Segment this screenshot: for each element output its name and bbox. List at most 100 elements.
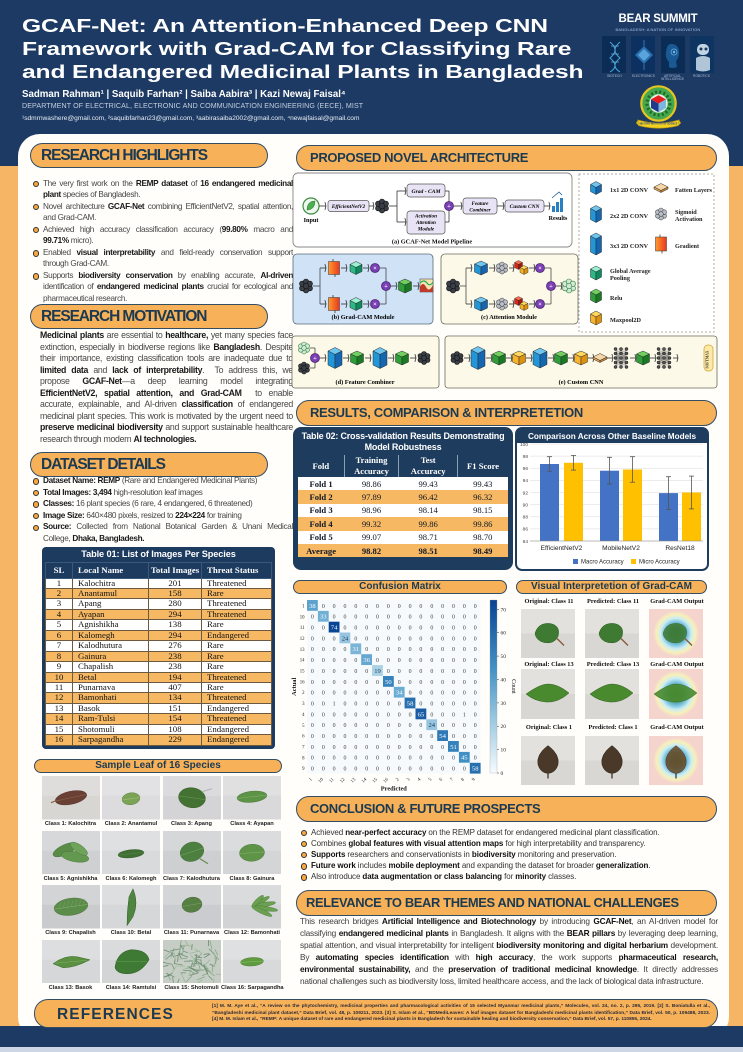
svg-text:0: 0 <box>419 626 422 632</box>
svg-text:0: 0 <box>441 647 444 653</box>
svg-text:5: 5 <box>428 777 434 783</box>
svg-text:0: 0 <box>322 745 325 751</box>
svg-text:0: 0 <box>441 636 444 642</box>
svg-text:0: 0 <box>474 756 477 762</box>
svg-text:14: 14 <box>361 777 368 784</box>
svg-text:0: 0 <box>322 723 325 729</box>
svg-text:0: 0 <box>441 756 444 762</box>
svg-text:0: 0 <box>474 647 477 653</box>
svg-text:0: 0 <box>430 680 433 686</box>
svg-text:0: 0 <box>376 734 379 740</box>
svg-text:0: 0 <box>365 626 368 632</box>
svg-text:0: 0 <box>344 723 347 729</box>
svg-text:0: 0 <box>409 636 412 642</box>
svg-text:0: 0 <box>376 658 379 664</box>
svg-text:0: 0 <box>452 647 455 653</box>
svg-text:0: 0 <box>354 680 357 686</box>
svg-text:0: 0 <box>311 647 314 653</box>
svg-text:0: 0 <box>365 691 368 697</box>
svg-text:0: 0 <box>387 702 390 708</box>
svg-text:0: 0 <box>463 615 466 621</box>
svg-text:MobileNetV2: MobileNetV2 <box>602 545 640 552</box>
svg-text:0: 0 <box>376 702 379 708</box>
svg-text:0: 0 <box>376 604 379 610</box>
svg-text:0: 0 <box>354 745 357 751</box>
svg-text:19: 19 <box>374 668 381 675</box>
svg-text:0: 0 <box>365 604 368 610</box>
svg-text:15: 15 <box>300 670 305 675</box>
svg-text:0: 0 <box>463 604 466 610</box>
svg-text:0: 0 <box>463 745 466 751</box>
svg-text:0: 0 <box>344 745 347 751</box>
svg-text:0: 0 <box>463 723 466 729</box>
svg-text:0: 0 <box>398 723 401 729</box>
svg-text:0: 0 <box>354 626 357 632</box>
svg-text:0: 0 <box>419 658 422 664</box>
svg-text:0: 0 <box>474 615 477 621</box>
svg-text:Gradient: Gradient <box>675 243 700 250</box>
svg-text:0: 0 <box>398 604 401 610</box>
svg-text:0: 0 <box>452 756 455 762</box>
svg-text:0: 0 <box>409 734 412 740</box>
svg-text:0: 0 <box>311 636 314 642</box>
svg-text:3x3 2D CONV: 3x3 2D CONV <box>610 243 649 250</box>
svg-text:0: 0 <box>376 647 379 653</box>
svg-text:86: 86 <box>523 527 529 533</box>
svg-text:24: 24 <box>342 635 349 642</box>
svg-text:2x2 2D CONV: 2x2 2D CONV <box>610 213 649 220</box>
svg-text:0: 0 <box>365 723 368 729</box>
svg-text:0: 0 <box>311 745 314 751</box>
svg-text:(d) Feature Combiner: (d) Feature Combiner <box>336 379 395 386</box>
svg-text:0: 0 <box>398 734 401 740</box>
svg-text:0: 0 <box>398 702 401 708</box>
svg-text:6: 6 <box>439 777 445 783</box>
svg-text:0: 0 <box>333 658 336 664</box>
svg-text:88: 88 <box>523 515 529 521</box>
svg-text:Micro Accuracy: Micro Accuracy <box>639 560 680 566</box>
svg-text:0: 0 <box>474 734 477 740</box>
svg-text:16: 16 <box>383 777 390 784</box>
svg-text:EfficientNetV2: EfficientNetV2 <box>541 545 583 552</box>
svg-text:60: 60 <box>501 631 507 637</box>
svg-text:54: 54 <box>439 733 446 740</box>
svg-text:100: 100 <box>520 442 528 448</box>
svg-text:0: 0 <box>419 745 422 751</box>
svg-text:8: 8 <box>302 756 305 761</box>
svg-text:0: 0 <box>430 702 433 708</box>
svg-text:65: 65 <box>418 711 425 718</box>
svg-text:0: 0 <box>322 669 325 675</box>
svg-text:0: 0 <box>409 615 412 621</box>
svg-text:0: 0 <box>365 734 368 740</box>
svg-text:36: 36 <box>363 657 370 664</box>
svg-text:74: 74 <box>331 625 338 632</box>
svg-text:0: 0 <box>311 756 314 762</box>
svg-text:0: 0 <box>419 734 422 740</box>
svg-text:0: 0 <box>354 756 357 762</box>
svg-text:0: 0 <box>322 658 325 664</box>
svg-text:0: 0 <box>333 680 336 686</box>
svg-text:0: 0 <box>398 756 401 762</box>
svg-text:0: 0 <box>474 669 477 675</box>
svg-text:0: 0 <box>344 756 347 762</box>
svg-text:Feature: Feature <box>471 201 489 207</box>
svg-text:0: 0 <box>452 615 455 621</box>
svg-text:90: 90 <box>523 502 529 508</box>
svg-text:Count: Count <box>510 679 516 694</box>
svg-text:0: 0 <box>441 745 444 751</box>
svg-text:0: 0 <box>376 636 379 642</box>
svg-text:0: 0 <box>452 626 455 632</box>
svg-text:Combiner: Combiner <box>469 207 491 213</box>
svg-text:0: 0 <box>452 636 455 642</box>
svg-text:0: 0 <box>441 626 444 632</box>
svg-text:0: 0 <box>430 669 433 675</box>
svg-text:0: 0 <box>441 669 444 675</box>
svg-text:0: 0 <box>452 658 455 664</box>
svg-text:0: 0 <box>376 691 379 697</box>
svg-text:0: 0 <box>398 669 401 675</box>
svg-text:0: 0 <box>387 723 390 729</box>
svg-text:31: 31 <box>353 646 360 653</box>
svg-text:0: 0 <box>452 702 455 708</box>
svg-text:0: 0 <box>344 702 347 708</box>
svg-text:58: 58 <box>472 766 479 773</box>
svg-text:3: 3 <box>302 702 305 707</box>
